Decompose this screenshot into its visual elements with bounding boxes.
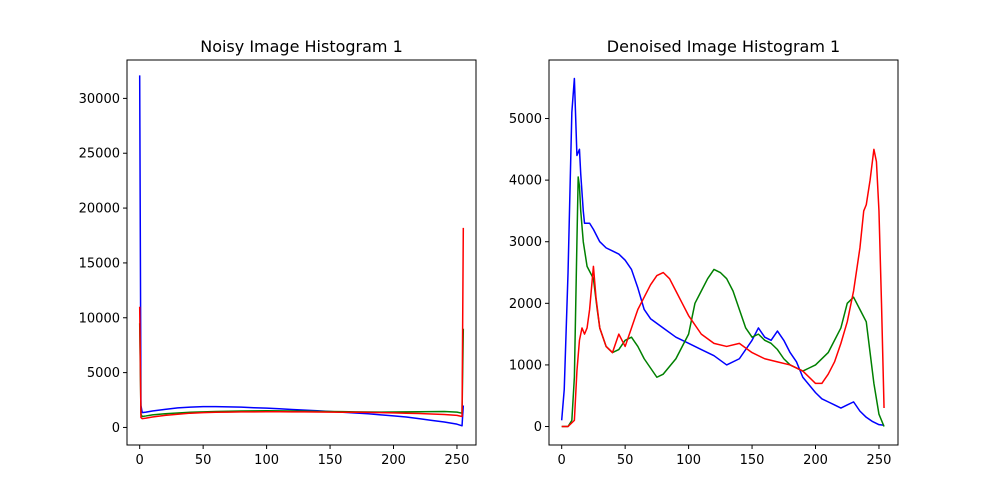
noisy-y-tick-label: 15000 [79, 256, 120, 271]
noisy-axes-frame [126, 59, 477, 446]
denoised-x-tick-label: 150 [740, 453, 765, 468]
noisy-x-tick-label: 200 [381, 453, 406, 468]
denoised-y-tick-label: 2000 [509, 297, 542, 312]
denoised-axes-frame [548, 59, 899, 446]
noisy-series-line-1 [138, 323, 465, 418]
denoised-y-tick-label: 3000 [509, 235, 542, 250]
noisy-x-tick-label: 150 [318, 453, 343, 468]
denoised-x-tick-label: 50 [617, 453, 634, 468]
denoised-series-line-0 [560, 77, 885, 427]
noisy-histogram-title: Noisy Image Histogram 1 [200, 37, 403, 56]
denoised-y-tick-label: 0 [534, 420, 542, 435]
noisy-x-tick-label: 250 [445, 453, 470, 468]
denoised-histogram-title: Denoised Image Histogram 1 [607, 37, 840, 56]
denoised-series-line-2 [561, 148, 885, 428]
noisy-y-tick-label: 20000 [79, 202, 120, 217]
noisy-series-line-2 [138, 227, 465, 420]
denoised-x-tick-label: 0 [558, 453, 566, 468]
denoised-y-tick-label: 5000 [509, 112, 542, 127]
noisy-series-line-0 [138, 75, 465, 427]
noisy-y-tick-label: 0 [112, 421, 120, 436]
noisy-y-tick-label: 30000 [79, 92, 120, 107]
noisy-x-tick-label: 0 [136, 453, 144, 468]
noisy-y-tick-label: 5000 [87, 366, 120, 381]
denoised-series-line-1 [561, 176, 885, 428]
denoised-y-tick-label: 1000 [509, 358, 542, 373]
noisy-x-tick-label: 100 [254, 453, 279, 468]
noisy-histogram-panel: Noisy Image Histogram 1 0 50 100 150 200 2500… [79, 37, 477, 468]
noisy-x-tick-label: 50 [195, 453, 212, 468]
denoised-histogram-panel: Denoised Image Histogram 1 0 50 100 150 200 2… [509, 37, 899, 468]
denoised-y-tick-label: 4000 [509, 174, 542, 189]
denoised-x-tick-label: 250 [867, 453, 892, 468]
denoised-x-tick-label: 100 [676, 453, 701, 468]
denoised-x-tick-label: 200 [803, 453, 828, 468]
noisy-y-tick-label: 10000 [79, 311, 120, 326]
noisy-y-tick-label: 25000 [79, 147, 120, 162]
